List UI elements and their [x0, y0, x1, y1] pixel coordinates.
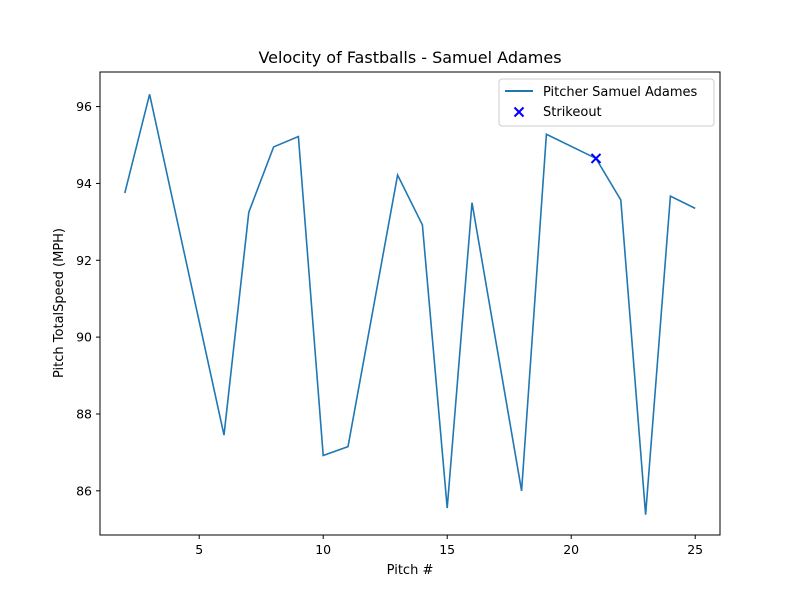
legend-label-series: Pitcher Samuel Adames: [543, 85, 698, 100]
marker-layer: [590, 153, 602, 164]
legend-marker-swatch: [513, 106, 525, 118]
x-tick-label: 20: [563, 542, 579, 557]
y-axis-label: Pitch TotalSpeed (MPH): [52, 228, 67, 378]
legend: Pitcher Samuel Adames Strikeout: [498, 78, 715, 127]
y-tick-label: 90: [76, 330, 92, 345]
strikeout-marker: [590, 153, 602, 164]
y-tick-label: 96: [76, 99, 92, 114]
x-axis: 5 10 15 20 25: [195, 535, 703, 557]
legend-label-strikeout: Strikeout: [543, 105, 602, 120]
legend-x-mark: [513, 106, 525, 118]
legend-frame: [498, 78, 715, 127]
y-tick-label: 88: [76, 406, 92, 421]
plot-frame: [99, 71, 721, 536]
chart-title: Velocity of Fastballs - Samuel Adames: [258, 48, 561, 67]
x-tick-label: 15: [439, 542, 455, 557]
series-layer: [124, 94, 696, 515]
x-axis-label: Pitch #: [387, 563, 434, 578]
y-axis: 86 88 90 92 94 96: [76, 99, 100, 498]
y-tick-label: 86: [76, 483, 92, 498]
x-tick-label: 25: [687, 542, 703, 557]
x-tick-label: 5: [195, 542, 203, 557]
series-line: [124, 94, 696, 515]
plot-area: 5 10 15 20 25 86 88 90 92 94 96: [76, 71, 721, 557]
x-tick-label: 10: [315, 542, 331, 557]
y-tick-label: 92: [76, 253, 92, 268]
y-tick-label: 94: [76, 176, 92, 191]
